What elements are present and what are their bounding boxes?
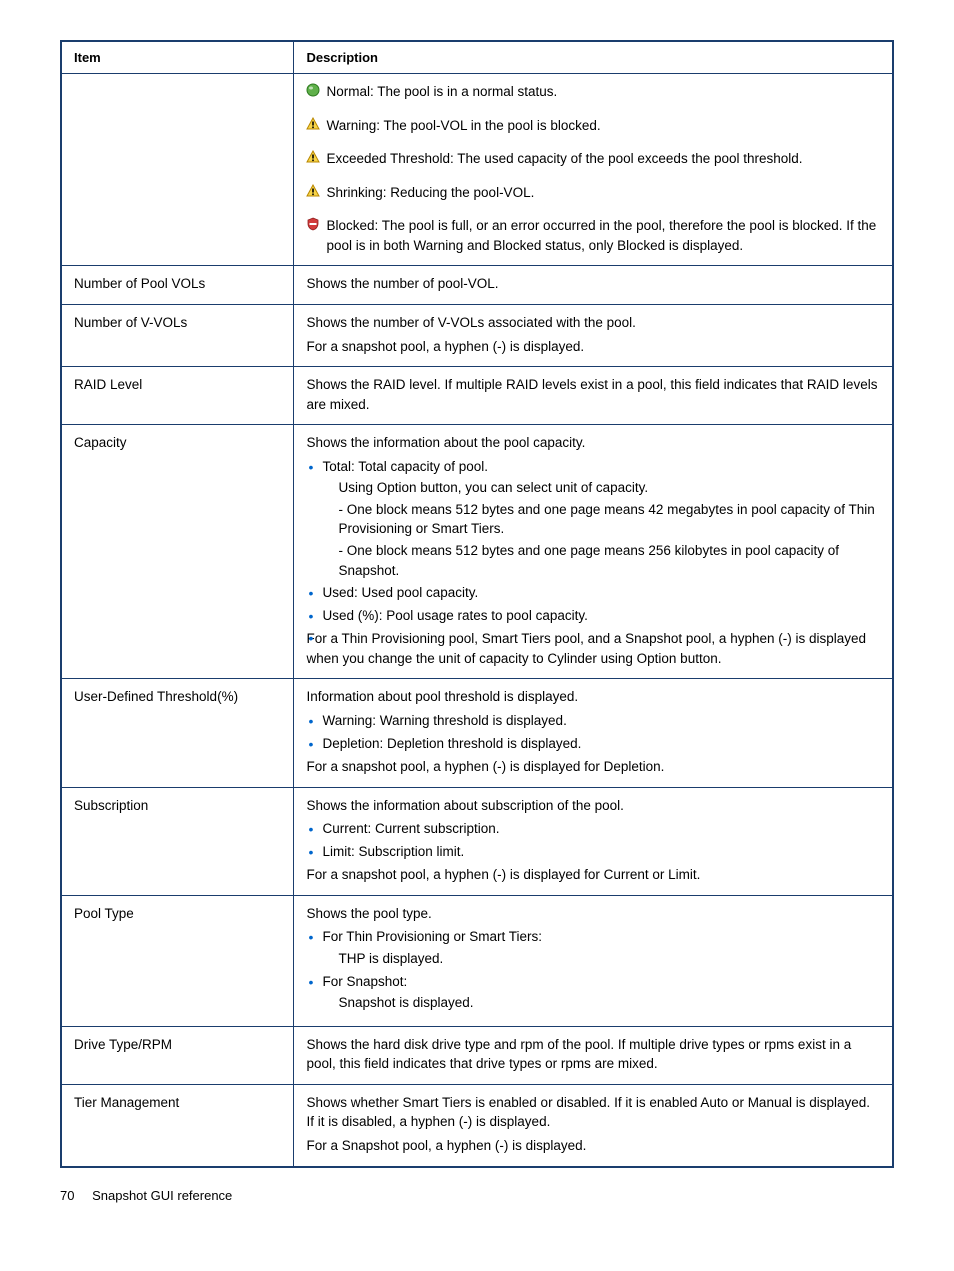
- description-text: Shows the RAID level. If multiple RAID l…: [306, 375, 880, 414]
- list-item: Used (%): Pool usage rates to pool capac…: [306, 606, 880, 626]
- description-intro: Information about pool threshold is disp…: [306, 687, 880, 707]
- description-cell: Shows the information about subscription…: [294, 787, 893, 895]
- list-item-text: Current: Current subscription.: [322, 819, 880, 839]
- table-row: Capacity Shows the information about the …: [61, 425, 893, 679]
- warning-icon: [306, 150, 320, 164]
- list-item: For Snapshot:Snapshot is displayed.: [306, 972, 880, 1013]
- description-outro: For a Thin Provisioning pool, Smart Tier…: [306, 629, 880, 668]
- description-list: For Thin Provisioning or Smart Tiers:THP…: [306, 927, 880, 1012]
- table-row: Number of Pool VOLs Shows the number of p…: [61, 266, 893, 305]
- description-cell: Shows the number of V-VOLs associated wi…: [294, 304, 893, 366]
- description-text: Shows the hard disk drive type and rpm o…: [306, 1035, 880, 1074]
- item-cell: [61, 74, 294, 266]
- list-item-sub: THP is displayed.: [322, 949, 880, 969]
- item-cell: Number of V-VOLs: [61, 304, 294, 366]
- table-row: Pool Type Shows the pool type. For Thin Pr…: [61, 895, 893, 1026]
- list-item: Warning: Warning threshold is displayed.: [306, 711, 880, 731]
- normal-icon: [306, 83, 320, 97]
- description-cell: Shows the hard disk drive type and rpm o…: [294, 1026, 893, 1084]
- status-text: Exceeded Threshold: The used capacity of…: [326, 149, 880, 169]
- list-item: Limit: Subscription limit.: [306, 842, 880, 862]
- status-line: Normal: The pool is in a normal status.: [306, 82, 880, 102]
- status-line: Shrinking: Reducing the pool-VOL.: [306, 183, 880, 203]
- description-cell: Shows whether Smart Tiers is enabled or …: [294, 1084, 893, 1166]
- description-list: Total: Total capacity of pool.Using Opti…: [306, 457, 880, 626]
- item-cell: User-Defined Threshold(%): [61, 679, 294, 787]
- description-text: For a Snapshot pool, a hyphen (-) is dis…: [306, 1136, 880, 1156]
- item-cell: Number of Pool VOLs: [61, 266, 294, 305]
- description-cell: Shows the information about the pool cap…: [294, 425, 893, 679]
- description-cell: Shows the number of pool-VOL.: [294, 266, 893, 305]
- item-cell: Tier Management: [61, 1084, 294, 1166]
- blocked-icon: [306, 217, 320, 231]
- description-text: Shows the number of V-VOLs associated wi…: [306, 313, 880, 333]
- list-item-text: Used (%): Pool usage rates to pool capac…: [322, 606, 880, 626]
- list-item-text: Used: Used pool capacity.: [322, 583, 880, 603]
- description-text: Shows whether Smart Tiers is enabled or …: [306, 1093, 880, 1132]
- description-intro: Shows the information about subscription…: [306, 796, 880, 816]
- description-text: For a snapshot pool, a hyphen (-) is dis…: [306, 337, 880, 357]
- list-item-sub: Using Option button, you can select unit…: [322, 478, 880, 498]
- description-text: Shows the number of pool-VOL.: [306, 274, 880, 294]
- description-cell: Information about pool threshold is disp…: [294, 679, 893, 787]
- page-number: 70: [60, 1188, 74, 1203]
- table-row: Normal: The pool is in a normal status. W…: [61, 74, 893, 266]
- list-item-text: Limit: Subscription limit.: [322, 842, 880, 862]
- list-item-sub: - One block means 512 bytes and one page…: [322, 541, 880, 580]
- table-row: Drive Type/RPM Shows the hard disk drive …: [61, 1026, 893, 1084]
- status-text: Warning: The pool-VOL in the pool is blo…: [326, 116, 880, 136]
- status-line: Exceeded Threshold: The used capacity of…: [306, 149, 880, 169]
- table-row: RAID Level Shows the RAID level. If multi…: [61, 367, 893, 425]
- list-item: Depletion: Depletion threshold is displa…: [306, 734, 880, 754]
- table-row: User-Defined Threshold(%) Information abo…: [61, 679, 893, 787]
- table-row: Tier Management Shows whether Smart Tiers…: [61, 1084, 893, 1166]
- status-text: Normal: The pool is in a normal status.: [326, 82, 880, 102]
- warning-icon: [306, 184, 320, 198]
- list-item-text: Depletion: Depletion threshold is displa…: [322, 734, 880, 754]
- list-item-text: Total: Total capacity of pool.: [322, 457, 880, 477]
- list-item: Current: Current subscription.: [306, 819, 880, 839]
- header-item: Item: [61, 41, 294, 74]
- description-list: Current: Current subscription. Limit: Sub…: [306, 819, 880, 861]
- reference-table: Item Description Normal: The pool is in …: [60, 40, 894, 1168]
- item-cell: Subscription: [61, 787, 294, 895]
- item-cell: RAID Level: [61, 367, 294, 425]
- description-list: Warning: Warning threshold is displayed.…: [306, 711, 880, 753]
- warning-icon: [306, 117, 320, 131]
- table-row: Subscription Shows the information about …: [61, 787, 893, 895]
- item-cell: Capacity: [61, 425, 294, 679]
- status-text: Shrinking: Reducing the pool-VOL.: [326, 183, 880, 203]
- status-text: Blocked: The pool is full, or an error o…: [326, 216, 880, 255]
- description-cell: Shows the pool type. For Thin Provisionin…: [294, 895, 893, 1026]
- list-item: Used: Used pool capacity.: [306, 583, 880, 603]
- item-cell: Pool Type: [61, 895, 294, 1026]
- list-item: Total: Total capacity of pool.Using Opti…: [306, 457, 880, 580]
- status-line: Warning: The pool-VOL in the pool is blo…: [306, 116, 880, 136]
- list-item-text: Warning: Warning threshold is displayed.: [322, 711, 880, 731]
- list-item-sub: Snapshot is displayed.: [322, 993, 880, 1013]
- description-cell: Normal: The pool is in a normal status. W…: [294, 74, 893, 266]
- header-description: Description: [294, 41, 893, 74]
- description-intro: Shows the pool type.: [306, 904, 880, 924]
- description-intro: Shows the information about the pool cap…: [306, 433, 880, 453]
- status-line: Blocked: The pool is full, or an error o…: [306, 216, 880, 255]
- list-item-text: For Thin Provisioning or Smart Tiers:: [322, 927, 880, 947]
- page-footer: 70 Snapshot GUI reference: [60, 1188, 894, 1203]
- list-item-sub: - One block means 512 bytes and one page…: [322, 500, 880, 539]
- list-item-text: For Snapshot:: [322, 972, 880, 992]
- description-cell: Shows the RAID level. If multiple RAID l…: [294, 367, 893, 425]
- description-outro: For a snapshot pool, a hyphen (-) is dis…: [306, 865, 880, 885]
- table-row: Number of V-VOLs Shows the number of V-VO…: [61, 304, 893, 366]
- list-item: For Thin Provisioning or Smart Tiers:THP…: [306, 927, 880, 968]
- description-outro: For a snapshot pool, a hyphen (-) is dis…: [306, 757, 880, 777]
- footer-title: Snapshot GUI reference: [92, 1188, 232, 1203]
- item-cell: Drive Type/RPM: [61, 1026, 294, 1084]
